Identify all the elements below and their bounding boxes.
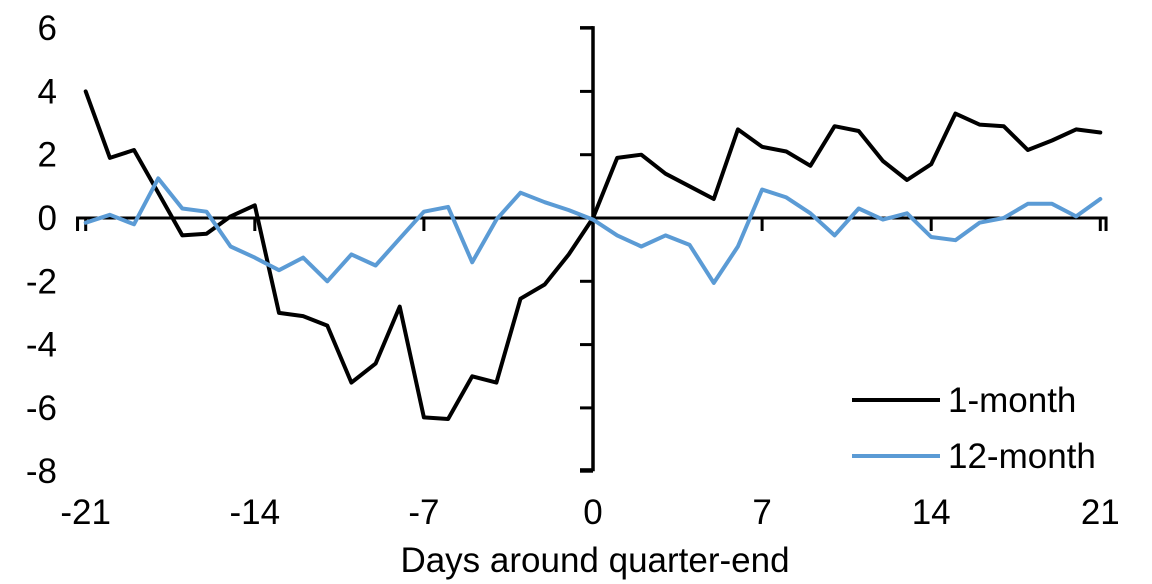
x-tick-label: 7 <box>752 493 771 532</box>
legend: 1-month 12-month <box>852 381 1096 476</box>
x-tick-label: 21 <box>1081 493 1120 532</box>
y-tick-label: -6 <box>26 389 57 428</box>
y-tick-label: -2 <box>26 262 57 301</box>
x-tick-label: -21 <box>60 493 111 532</box>
y-tick-label: 2 <box>38 136 57 175</box>
y-tick-label: 6 <box>38 9 57 48</box>
x-tick-label: -7 <box>408 493 439 532</box>
data-series <box>83 89 1103 421</box>
legend-label-1-month: 1-month <box>948 381 1076 420</box>
x-tick-label: 0 <box>583 493 602 532</box>
y-tick-label: -4 <box>26 326 57 365</box>
y-tick-label: -8 <box>26 452 57 491</box>
y-tick-label: 0 <box>38 199 57 238</box>
series-line-12-month <box>83 176 1103 285</box>
tick-labels: -21 -14 -7 0 7 14 21 6 4 2 0 -2 -4 -6 -8 <box>26 9 1120 532</box>
y-tick-label: 4 <box>38 72 57 111</box>
x-axis-title: Days around quarter-end <box>400 541 789 580</box>
x-tick-label: -14 <box>230 493 281 532</box>
legend-label-12-month: 12-month <box>948 437 1096 476</box>
x-tick-label: 14 <box>912 493 951 532</box>
